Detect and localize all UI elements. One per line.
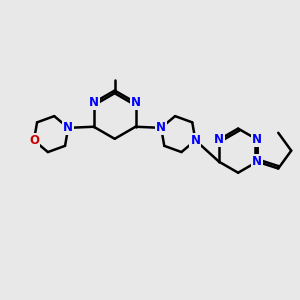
Text: N: N [252,155,262,168]
Text: N: N [89,96,99,109]
Text: O: O [29,134,39,147]
Text: N: N [190,134,200,147]
Text: N: N [214,133,224,146]
Text: N: N [252,133,262,146]
Text: N: N [63,122,73,134]
Text: N: N [130,96,141,109]
Text: N: N [156,122,166,134]
